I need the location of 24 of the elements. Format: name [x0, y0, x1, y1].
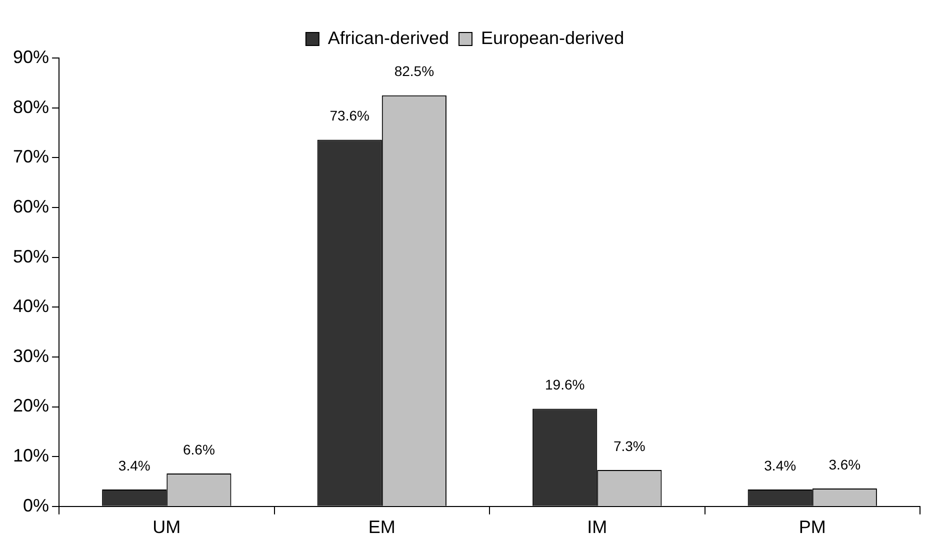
data-label: 6.6% — [182, 441, 215, 458]
x-tick-label: UM — [152, 517, 181, 538]
y-tick-label: 40% — [12, 296, 50, 316]
data-label: 82.5% — [394, 63, 434, 80]
y-tick-label: 10% — [12, 446, 50, 466]
y-tick-label: 50% — [12, 246, 50, 266]
y-tick-label: 70% — [12, 146, 50, 167]
x-tick-label: PM — [798, 517, 826, 538]
legend-label: European-derived — [480, 28, 624, 48]
data-label: 3.4% — [764, 457, 796, 474]
y-tick-label: 80% — [12, 96, 50, 117]
data-label: 19.6% — [544, 376, 585, 393]
x-tick-label: EM — [368, 517, 396, 538]
data-label: 3.6% — [828, 456, 861, 472]
data-label: 3.4% — [118, 457, 150, 474]
data-label: 73.6% — [330, 108, 370, 124]
legend-label: African-derived — [328, 28, 449, 48]
x-tick-label: IM — [587, 517, 608, 538]
data-label: 7.3% — [613, 438, 646, 454]
y-tick-label: 20% — [12, 396, 50, 416]
y-tick-label: 60% — [12, 196, 50, 216]
y-tick-label: 90% — [12, 46, 50, 67]
y-tick-label: 30% — [12, 346, 50, 366]
y-tick-label: 0% — [23, 495, 50, 516]
